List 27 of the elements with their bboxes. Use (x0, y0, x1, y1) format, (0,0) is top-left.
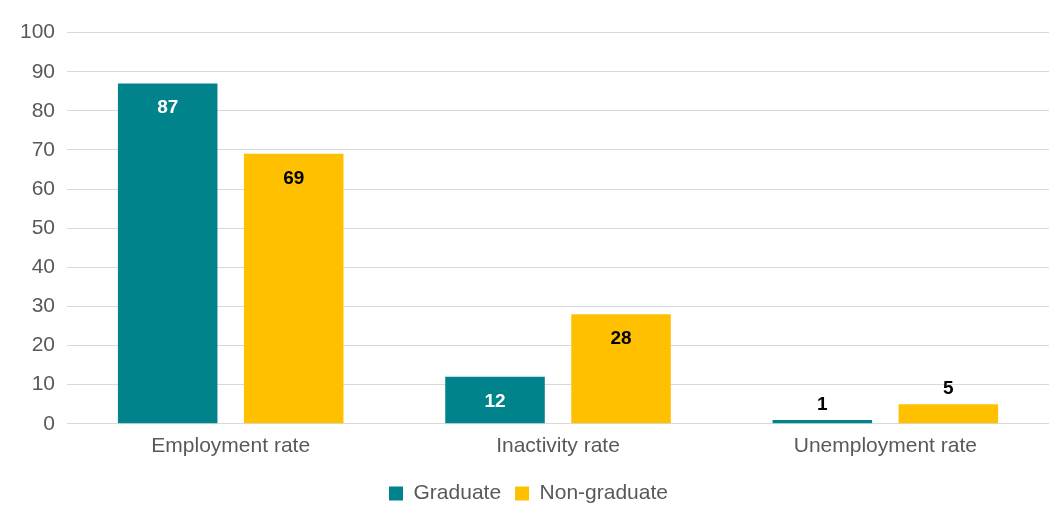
x-tick-label: Employment rate (151, 433, 311, 457)
data-label: 1 (817, 392, 829, 414)
y-tick-label: 70 (31, 136, 56, 160)
bar (898, 404, 999, 424)
legend-label: Graduate (413, 480, 502, 504)
data-label: 12 (484, 389, 506, 411)
data-label: 5 (943, 376, 955, 398)
y-tick-label: 60 (31, 175, 56, 199)
x-tick-label: Inactivity rate (496, 433, 620, 457)
y-tick-label: 0 (43, 410, 56, 434)
bar (243, 153, 344, 424)
bar (117, 83, 218, 424)
data-label: 87 (157, 96, 179, 118)
data-label: 28 (610, 327, 632, 348)
y-tick-label: 40 (31, 254, 56, 278)
y-tick-label: 20 (31, 332, 56, 356)
y-tick-label: 100 (19, 19, 56, 43)
bar (445, 376, 545, 424)
y-tick-label: 80 (31, 97, 56, 121)
y-tick-label: 30 (31, 293, 56, 317)
data-label: 69 (283, 166, 305, 188)
y-tick-label: 90 (31, 58, 56, 82)
x-tick-label: Unemployment rate (793, 433, 977, 457)
bar (571, 314, 671, 424)
y-tick-label: 50 (31, 215, 56, 238)
y-tick-label: 10 (31, 371, 56, 395)
legend-label: Non-graduate (539, 480, 668, 504)
